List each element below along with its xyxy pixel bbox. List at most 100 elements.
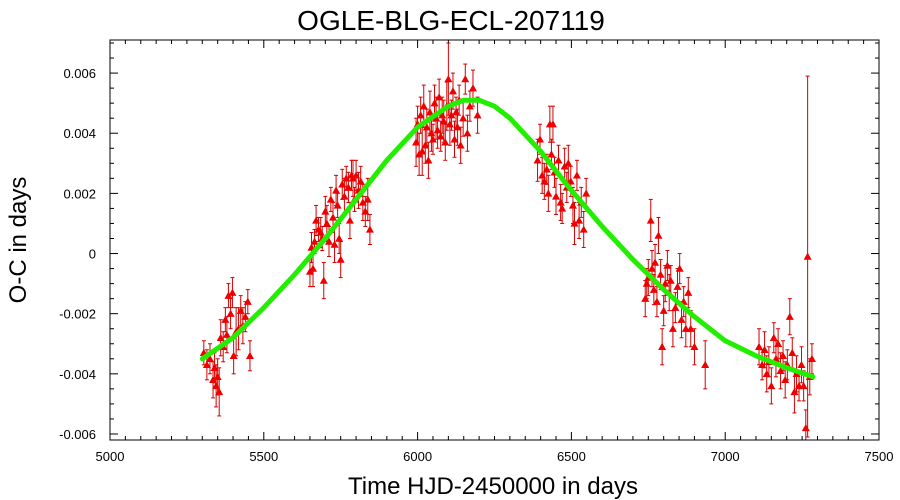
data-point [428, 135, 437, 143]
data-point [335, 234, 344, 242]
data-point [774, 339, 783, 347]
data-point [216, 333, 225, 341]
data-point [325, 237, 334, 245]
data-point [221, 315, 230, 323]
data-point [552, 192, 561, 200]
data-point [361, 207, 370, 215]
data-point [547, 150, 556, 158]
y-tick-label: -0.006 [59, 427, 96, 442]
x-tick-label: 7000 [711, 449, 740, 464]
data-point [572, 171, 581, 179]
data-point [566, 177, 575, 185]
data-point [666, 276, 675, 284]
x-tick-label: 5000 [96, 449, 125, 464]
data-point [788, 348, 797, 356]
data-point [333, 201, 342, 209]
data-point [659, 306, 668, 314]
data-point [779, 351, 788, 359]
data-point [673, 282, 682, 290]
data-point [646, 216, 655, 224]
data-point [363, 195, 372, 203]
data-point [564, 159, 573, 167]
data-point [444, 75, 453, 83]
x-tick-label: 6500 [557, 449, 586, 464]
y-axis-label: O-C in days [5, 177, 32, 304]
data-point [329, 213, 338, 221]
data-point [338, 180, 347, 188]
data-points [199, 75, 816, 432]
data-point [226, 309, 235, 317]
data-point [441, 138, 450, 146]
data-point [758, 360, 767, 369]
data-point [213, 372, 222, 381]
x-tick-label: 5500 [249, 449, 278, 464]
data-point [422, 123, 431, 131]
data-point [570, 219, 579, 227]
data-point [421, 141, 430, 149]
data-point [222, 330, 231, 338]
data-point [352, 171, 361, 179]
data-point [760, 345, 769, 353]
plot-frame [109, 39, 880, 441]
data-point [652, 297, 661, 305]
data-point [228, 288, 237, 296]
data-point [801, 423, 810, 432]
data-point [344, 183, 353, 191]
data-point [668, 324, 677, 332]
data-point [658, 342, 667, 350]
data-point [797, 360, 806, 369]
data-point [767, 381, 776, 390]
data-point [568, 201, 577, 209]
data-point [215, 387, 224, 396]
data-point [542, 165, 551, 173]
data-point [663, 261, 672, 269]
data-point [671, 303, 680, 311]
data-point [675, 264, 684, 272]
data-point [642, 279, 651, 287]
data-point [433, 126, 442, 134]
data-point [762, 369, 771, 378]
data-point [641, 294, 650, 302]
data-point [312, 216, 321, 224]
data-point [554, 156, 563, 164]
data-point [332, 186, 341, 194]
data-point [459, 114, 468, 122]
axis-ticks: 5000 5500 6000 6500 7000 7500 -0.006 -0.004 -0.0… [59, 40, 893, 464]
y-tick-label: 0 [89, 247, 96, 262]
chart-title: OGLE-BLG-ECL-207119 [297, 5, 605, 36]
y-tick-label: 0.004 [63, 126, 96, 141]
x-tick-label: 7500 [865, 449, 894, 464]
data-point [430, 99, 439, 107]
data-point [340, 192, 349, 200]
data-point [450, 135, 459, 143]
data-point [425, 108, 434, 116]
data-point [654, 231, 663, 239]
data-point [556, 198, 565, 206]
data-point [463, 129, 472, 137]
data-point [803, 252, 812, 260]
data-point [799, 381, 808, 390]
data-point [649, 285, 658, 293]
data-point [661, 279, 670, 287]
y-tick-label: -0.002 [59, 307, 96, 322]
data-point [419, 102, 428, 110]
data-point [558, 204, 567, 212]
data-point [224, 291, 233, 299]
data-point [651, 258, 660, 266]
data-point [453, 123, 462, 131]
data-point [243, 297, 252, 305]
data-point [438, 111, 447, 119]
data-point [418, 147, 427, 155]
data-point [776, 366, 785, 375]
data-point [461, 75, 470, 83]
data-point [790, 387, 799, 396]
data-point [686, 324, 695, 332]
data-point [205, 354, 214, 362]
data-point [684, 288, 693, 296]
data-point [465, 102, 474, 110]
data-point [579, 225, 588, 233]
data-point [412, 138, 421, 146]
data-point [321, 207, 330, 215]
data-point [365, 225, 374, 233]
